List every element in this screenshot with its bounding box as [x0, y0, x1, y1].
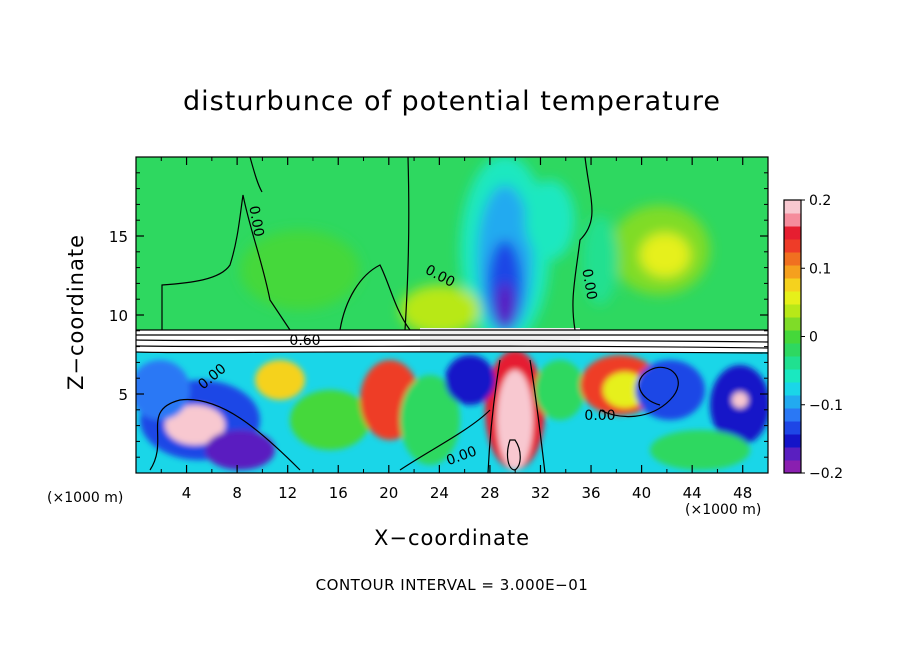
x-tick-label: 24 [430, 484, 449, 502]
colorbar-swatch [784, 317, 801, 331]
x-tick-label: 44 [683, 484, 702, 502]
blob [240, 230, 360, 310]
colorbar-tick-label: 0 [809, 330, 818, 346]
colorbar-swatch [784, 304, 801, 318]
colorbar-swatch [784, 395, 801, 409]
x-tick-label: 48 [733, 484, 752, 502]
colorbar-swatch [784, 330, 801, 344]
colorbar-swatch [784, 213, 801, 227]
blob [650, 430, 750, 470]
contour-line [339, 264, 411, 331]
colorbar-swatch [784, 265, 801, 279]
contour-line [404, 157, 410, 331]
colorbar-swatch [784, 343, 801, 357]
x-tick-label: 28 [480, 484, 499, 502]
contour-interval-note: CONTOUR INTERVAL = 3.000E−01 [315, 576, 589, 594]
blob [640, 233, 690, 277]
colorbar-swatch [784, 460, 801, 474]
blob [497, 370, 533, 470]
colorbar-tick-label: 0.2 [809, 193, 831, 209]
blob [603, 372, 647, 408]
colorbar-swatch [784, 291, 801, 305]
field-layer [136, 157, 768, 473]
contour-line [136, 351, 768, 354]
colorbar-swatch [784, 278, 801, 292]
blob [525, 180, 575, 260]
colorbar-swatch [784, 447, 801, 461]
contour-line [399, 409, 491, 471]
blob [582, 215, 618, 305]
colorbar-tick-label: 0.1 [809, 261, 831, 277]
x-tick-label: 20 [379, 484, 398, 502]
x-tick-label: 36 [581, 484, 600, 502]
y-tick-label: 15 [109, 228, 128, 246]
x-tick-label: 12 [278, 484, 297, 502]
colorbar-tick-label: −0.1 [809, 398, 843, 414]
blob [535, 360, 585, 420]
colorbar: 0.2 0.1 0 −0.1 −0.2 [783, 193, 843, 482]
z-unit-label: (×1000 m) [47, 490, 124, 506]
x-axis-label: X−coordinate [374, 526, 530, 550]
x-tick-label: 40 [632, 484, 651, 502]
contour-line [599, 366, 679, 418]
blob [400, 285, 480, 335]
contour-line [487, 359, 501, 473]
blob [205, 430, 275, 470]
colorbar-swatch [784, 200, 801, 214]
x-tick-label: 8 [232, 484, 242, 502]
colorbar-swatch [784, 252, 801, 266]
colorbar-swatch [784, 421, 801, 435]
chart-title: disturbunce of potential temperature [183, 86, 721, 117]
blob [136, 360, 190, 420]
colorbar-tick-label: −0.2 [809, 466, 843, 482]
contour-label: 0.00 [584, 408, 615, 424]
contour-label: 0.00 [245, 205, 266, 238]
contour-line [149, 398, 301, 471]
contour-label: 0.00 [578, 268, 599, 301]
x-tick-label: 32 [531, 484, 550, 502]
y-tick-label: 5 [118, 386, 128, 404]
blob [445, 355, 495, 405]
blob [255, 360, 305, 400]
contour-line [136, 345, 768, 349]
contour-line [572, 157, 593, 331]
colorbar-swatch [784, 356, 801, 370]
blob [290, 390, 370, 450]
colorbar-swatch [784, 226, 801, 240]
y-tick-label: 10 [109, 307, 128, 325]
colorbar-swatch [784, 239, 801, 253]
contour-line [529, 359, 546, 473]
blob [732, 392, 748, 408]
contour-line [249, 157, 263, 193]
colorbar-swatch [784, 382, 801, 396]
x-unit-label: (×1000 m) [685, 502, 762, 518]
x-tick-label: 4 [182, 484, 192, 502]
contour-line [136, 339, 768, 343]
x-tick-label: 16 [329, 484, 348, 502]
colorbar-swatch [784, 434, 801, 448]
colorbar-swatch [784, 369, 801, 383]
contour-lines [136, 157, 768, 473]
contour-line [161, 194, 291, 331]
contour-label: 0.60 [289, 333, 320, 349]
colorbar-swatch [784, 408, 801, 422]
blob [496, 283, 514, 327]
blob [635, 360, 705, 420]
blob [165, 405, 225, 445]
